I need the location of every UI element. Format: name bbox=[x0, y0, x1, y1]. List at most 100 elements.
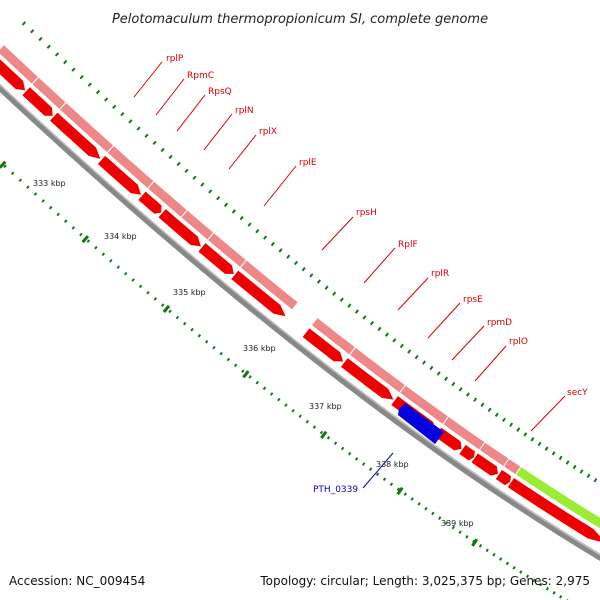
gene-arrow[interactable] bbox=[457, 443, 477, 462]
gene-arrow[interactable] bbox=[229, 269, 288, 318]
inner-tick-mark bbox=[499, 557, 503, 561]
outer-tick-mark bbox=[369, 321, 374, 326]
gene-label-rplX[interactable]: rplX bbox=[259, 127, 277, 137]
inner-tick-mark bbox=[451, 525, 455, 530]
gene-label-rplN[interactable]: rplN bbox=[235, 106, 254, 116]
gene-label-rplF[interactable]: RplF bbox=[398, 240, 418, 250]
outer-tick-mark bbox=[347, 303, 352, 308]
outer-tick-mark bbox=[392, 338, 397, 343]
outer-tick-mark bbox=[422, 360, 427, 365]
major-tick-mark bbox=[320, 430, 328, 439]
gene-arrow[interactable] bbox=[339, 356, 396, 401]
inner-tick-mark bbox=[354, 457, 359, 461]
gene-arrow[interactable] bbox=[136, 190, 163, 215]
inner-tick-mark bbox=[233, 363, 238, 368]
outer-tick-mark bbox=[286, 254, 291, 259]
outer-tick-mark bbox=[46, 44, 51, 49]
gene-arrow[interactable] bbox=[506, 476, 600, 544]
gene-label-rpmC[interactable]: RpmC bbox=[187, 71, 214, 81]
inner-tick-mark bbox=[519, 570, 523, 574]
outer-tick-mark bbox=[407, 349, 412, 354]
inner-tick-mark bbox=[424, 506, 428, 511]
major-tick-mark bbox=[81, 235, 90, 244]
inner-tick-mark bbox=[552, 591, 556, 595]
outer-tick-mark bbox=[200, 182, 205, 187]
gene-arrow[interactable] bbox=[301, 326, 345, 363]
outer-tick-mark bbox=[152, 140, 157, 146]
gene-arrow[interactable] bbox=[0, 54, 27, 92]
inner-tick-mark bbox=[168, 309, 172, 314]
outer-tick-mark bbox=[21, 21, 27, 26]
inner-tick-mark bbox=[333, 441, 338, 445]
inner-tick-mark bbox=[539, 582, 543, 587]
tick-label-337: 337 kbp bbox=[309, 402, 342, 411]
major-tick-mark bbox=[396, 486, 404, 496]
gene-label-rplR[interactable]: rplR bbox=[431, 269, 449, 279]
inner-tick-mark bbox=[375, 472, 380, 477]
cds-segment[interactable] bbox=[239, 259, 299, 311]
gene-arrow[interactable] bbox=[494, 468, 513, 487]
gene-arrow[interactable] bbox=[157, 207, 203, 248]
gene-label-secY[interactable]: secY bbox=[567, 388, 588, 398]
gene-arrow[interactable] bbox=[196, 241, 236, 276]
outer-tick-mark bbox=[332, 291, 337, 296]
major-tick-mark bbox=[242, 370, 250, 379]
inner-tick-mark bbox=[312, 425, 317, 429]
outer-tick-mark bbox=[144, 133, 149, 138]
inner-tick-mark bbox=[382, 477, 387, 482]
outer-tick-mark bbox=[384, 332, 389, 337]
gene-arrow[interactable] bbox=[48, 111, 102, 161]
inner-tick-mark bbox=[71, 226, 76, 230]
inner-tick-mark bbox=[319, 430, 324, 435]
outer-tick-mark bbox=[255, 228, 260, 234]
reverse-label-leader bbox=[362, 452, 394, 489]
inner-tick-mark bbox=[298, 414, 302, 419]
gene-labels: rplP RpmC RpsQ rplN rplX rplE rpsH RplF … bbox=[166, 54, 588, 495]
major-tick-mark bbox=[471, 538, 479, 547]
tick-labels: 333 kbp 334 kbp 335 kbp 336 kbp 337 kbp … bbox=[33, 179, 474, 528]
outer-tick-mark bbox=[537, 441, 542, 447]
outer-tick-mark bbox=[523, 432, 528, 437]
outer-tick-mark bbox=[223, 202, 229, 207]
outer-tick-mark bbox=[176, 161, 181, 167]
rrna-segment[interactable] bbox=[514, 465, 600, 537]
outer-tick-mark bbox=[301, 267, 306, 272]
outer-tick-mark bbox=[324, 285, 329, 290]
outer-tick-mark bbox=[71, 67, 76, 72]
outer-tick-mark bbox=[263, 235, 268, 240]
gene-label-leaders bbox=[133, 61, 566, 432]
outer-tick-mark bbox=[572, 464, 577, 470]
gene-label-rplP[interactable]: rplP bbox=[166, 54, 184, 64]
inner-tick-mark bbox=[512, 565, 516, 570]
gene-label-rpsH[interactable]: rpsH bbox=[356, 208, 377, 218]
gene-arrow[interactable] bbox=[96, 154, 143, 197]
inner-tick-mark bbox=[284, 403, 288, 407]
inner-tick-mark bbox=[403, 492, 407, 496]
outer-tick-mark bbox=[184, 168, 189, 174]
inner-tick-mark bbox=[175, 315, 180, 320]
inner-tick-mark bbox=[241, 369, 245, 373]
outer-tick-mark bbox=[458, 387, 463, 392]
inner-tick-mark bbox=[197, 333, 202, 338]
inner-tick-mark bbox=[505, 561, 510, 566]
gene-label-PTH_0339[interactable]: PTH_0339 bbox=[313, 485, 358, 495]
inner-tick-mark bbox=[48, 205, 53, 210]
gene-label-rplO[interactable]: rplO bbox=[509, 337, 528, 347]
outer-tick-mark bbox=[579, 469, 584, 474]
major-tick-mark bbox=[162, 304, 171, 313]
gene-label-rpmD[interactable]: rpmD bbox=[487, 318, 512, 328]
tick-label-338: 338 kbp bbox=[376, 460, 409, 469]
tick-label-336: 336 kbp bbox=[243, 344, 276, 353]
gene-label-rplE[interactable]: rplE bbox=[299, 158, 317, 168]
outer-tick-mark bbox=[128, 119, 133, 124]
outer-tick-mark bbox=[487, 407, 492, 413]
gene-arrow[interactable] bbox=[20, 85, 54, 117]
gene-label-rpsE[interactable]: rpsE bbox=[463, 295, 483, 305]
reverse-gene-feature[interactable] bbox=[398, 403, 444, 444]
gene-label-rpsQ[interactable]: RpsQ bbox=[208, 87, 232, 97]
gene-arrow[interactable] bbox=[470, 452, 500, 477]
inner-tick-mark bbox=[226, 357, 231, 362]
genome-summary-text: Topology: circular; Length: 3,025,375 bp… bbox=[259, 574, 590, 588]
outer-tick-mark bbox=[451, 381, 456, 387]
map-title: Pelotomaculum thermopropionicum SI, comp… bbox=[112, 12, 488, 27]
